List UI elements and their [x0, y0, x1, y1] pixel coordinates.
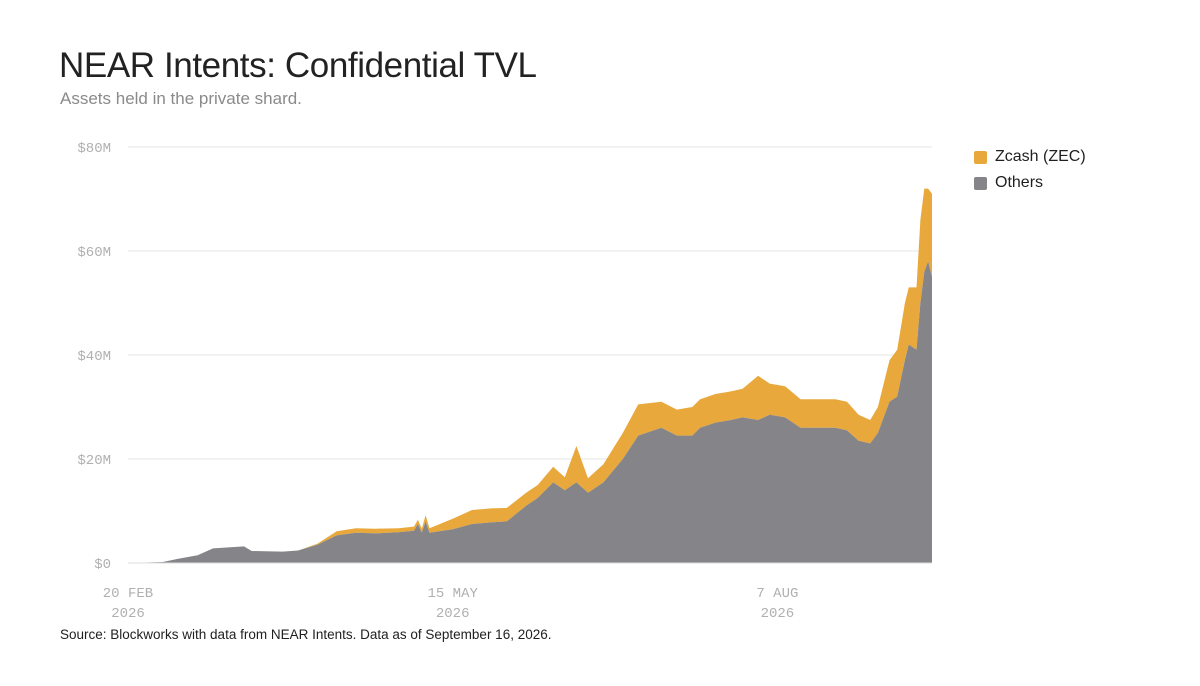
x-tick-year-label: 2026	[761, 606, 795, 622]
y-tick-label: $20M	[77, 453, 111, 469]
chart-title: NEAR Intents: Confidential TVL	[59, 46, 537, 85]
x-tick-label: 20 FEB	[103, 586, 153, 602]
source-note: Source: Blockworks with data from NEAR I…	[60, 627, 552, 642]
series-area-others	[128, 261, 932, 563]
y-axis-ticks: $0 $20M $40M $60M $80M	[77, 141, 111, 573]
x-tick-year-label: 2026	[436, 606, 470, 622]
legend-label-zec: Zcash (ZEC)	[995, 148, 1086, 165]
x-axis-ticks: 20 FEB 2026 15 MAY 2026 7 AUG 2026	[103, 586, 799, 622]
x-tick-year-label: 2026	[111, 606, 145, 622]
y-tick-label: $80M	[77, 141, 111, 157]
x-tick-label: 15 MAY	[427, 586, 478, 602]
chart-subtitle: Assets held in the private shard.	[60, 89, 302, 108]
legend-label-others: Others	[995, 174, 1044, 191]
y-tick-label: $60M	[77, 245, 111, 261]
legend-item-zec[interactable]: Zcash (ZEC)	[974, 144, 1086, 170]
y-tick-label: $0	[94, 557, 111, 573]
x-tick-label: 7 AUG	[756, 586, 798, 602]
legend-item-others[interactable]: Others	[974, 170, 1086, 196]
zec-swatch-icon	[974, 150, 987, 164]
stacked-areas	[128, 188, 932, 564]
legend: Zcash (ZEC) Others	[974, 144, 1086, 196]
others-swatch-icon	[974, 176, 987, 190]
y-tick-label: $40M	[77, 349, 111, 365]
